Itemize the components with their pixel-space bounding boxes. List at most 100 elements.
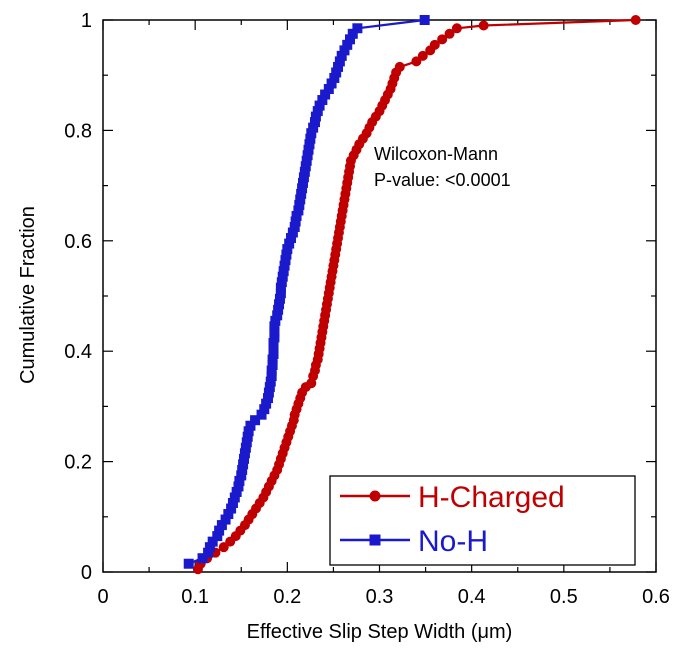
annotation-line-2: P-value: <0.0001 — [374, 170, 511, 190]
data-point — [299, 166, 310, 177]
data-point — [306, 128, 317, 139]
data-point — [282, 244, 293, 255]
data-point — [312, 106, 323, 117]
data-point — [320, 89, 331, 100]
data-point — [267, 360, 278, 370]
data-point — [262, 393, 273, 404]
data-point — [240, 442, 251, 453]
data-point — [630, 15, 641, 25]
data-point — [326, 78, 337, 89]
data-point — [478, 20, 489, 31]
y-tick-label: 0.6 — [64, 231, 92, 253]
data-point — [204, 542, 215, 553]
data-point — [197, 553, 208, 564]
y-tick-label: 0.2 — [64, 452, 92, 474]
x-tick-label: 0.5 — [550, 586, 578, 608]
data-point — [250, 415, 261, 426]
data-point — [333, 61, 344, 72]
data-point — [352, 23, 363, 34]
data-point — [281, 249, 292, 260]
data-point — [261, 398, 272, 409]
data-point — [347, 28, 358, 39]
data-point — [274, 299, 285, 310]
data-point — [234, 475, 245, 486]
data-point — [212, 531, 223, 542]
data-point — [266, 371, 277, 382]
data-point — [429, 39, 440, 50]
data-point — [334, 56, 345, 67]
data-point — [298, 177, 309, 188]
data-point — [243, 426, 254, 437]
data-point — [298, 172, 309, 183]
data-point — [273, 304, 284, 315]
data-point — [310, 111, 321, 122]
data-point — [226, 503, 237, 514]
y-tick-label: 0.4 — [64, 341, 92, 363]
data-point — [237, 464, 248, 475]
data-point — [241, 437, 252, 448]
y-tick-label: 0.8 — [64, 120, 92, 142]
data-point — [342, 39, 353, 50]
data-point — [293, 205, 304, 216]
data-point — [274, 293, 285, 304]
data-point — [245, 420, 256, 431]
data-point — [277, 271, 288, 282]
data-point — [267, 354, 278, 365]
data-point — [266, 365, 277, 376]
legend-marker-h-charged — [369, 490, 381, 502]
series-layer — [183, 15, 641, 575]
data-point — [394, 61, 405, 72]
data-point — [302, 150, 313, 161]
data-point — [207, 536, 218, 547]
y-tick-label: 1 — [81, 10, 92, 32]
data-point — [317, 95, 328, 106]
data-point — [238, 459, 249, 470]
data-point — [183, 558, 194, 569]
data-point — [223, 509, 234, 520]
data-point — [294, 199, 305, 210]
x-axis-label: Effective Slip Step Width (μm) — [247, 621, 513, 643]
data-point — [276, 277, 287, 288]
data-point — [290, 216, 301, 227]
data-point — [227, 498, 238, 508]
data-point — [314, 100, 325, 111]
data-point — [231, 486, 242, 497]
y-axis-label: Cumulative Fraction — [17, 206, 39, 384]
data-point — [239, 448, 250, 459]
data-point — [279, 260, 290, 271]
data-point — [300, 161, 311, 172]
data-point — [305, 133, 316, 144]
data-point — [286, 233, 297, 244]
series-no-h — [183, 15, 430, 569]
data-point — [336, 50, 347, 61]
data-point — [437, 34, 448, 45]
data-point — [203, 547, 214, 558]
data-point — [303, 144, 314, 155]
legend: H-Charged No-H — [329, 475, 636, 566]
data-point — [331, 67, 342, 78]
data-point — [265, 376, 276, 387]
x-tick-label: 0.4 — [458, 586, 486, 608]
data-point — [301, 155, 312, 166]
legend-label-no-h: No-H — [418, 525, 488, 558]
data-point — [339, 45, 350, 56]
data-point — [242, 431, 253, 442]
x-tick-label: 0.1 — [181, 586, 209, 608]
data-point — [444, 28, 455, 39]
x-tick-label: 0 — [97, 586, 108, 608]
data-point — [304, 139, 315, 150]
data-point — [239, 453, 250, 464]
data-point — [268, 337, 279, 348]
data-point — [256, 409, 267, 420]
data-point — [417, 50, 428, 61]
data-point — [269, 332, 280, 343]
data-point — [451, 23, 462, 34]
data-point — [278, 266, 289, 277]
legend-box — [329, 475, 636, 566]
x-tick-label: 0.3 — [366, 586, 394, 608]
annotation-line-1: Wilcoxon-Mann — [374, 144, 498, 164]
data-point — [263, 387, 274, 398]
data-point — [268, 348, 279, 359]
data-point — [297, 183, 308, 194]
